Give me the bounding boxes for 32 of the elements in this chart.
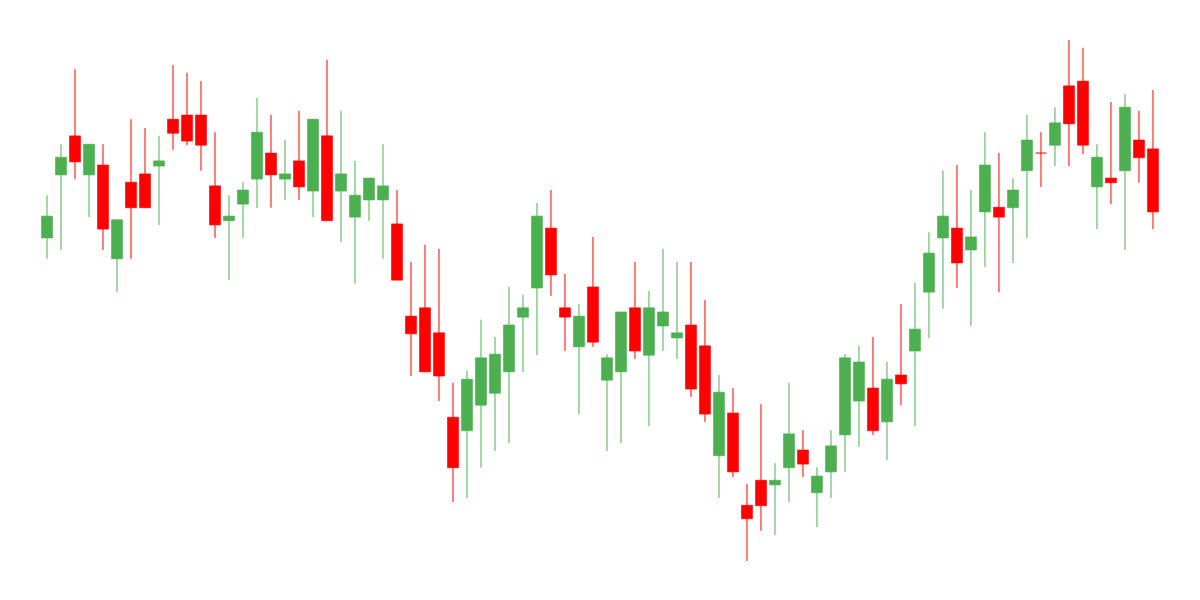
candlestick	[559, 273, 571, 352]
candlestick	[1035, 131, 1047, 188]
candlestick	[965, 189, 977, 327]
candlestick	[741, 483, 753, 562]
candlestick	[279, 139, 291, 201]
candlestick	[937, 169, 949, 310]
candlestick	[41, 194, 53, 260]
candlestick	[349, 160, 361, 285]
candlestick	[377, 143, 389, 260]
candlestick	[405, 261, 417, 377]
candlestick	[167, 64, 179, 151]
candlestick	[363, 177, 375, 222]
candlestick	[153, 135, 165, 226]
candlestick	[811, 466, 823, 528]
candlestick	[797, 429, 809, 478]
candlestick	[1049, 106, 1061, 167]
candlestick	[1133, 110, 1145, 184]
candlestick	[993, 152, 1005, 293]
candlestick	[895, 303, 907, 406]
candlestick	[237, 181, 249, 239]
candlestick	[671, 261, 683, 360]
candlestick	[769, 462, 781, 536]
candlestick	[1007, 177, 1019, 264]
candlestick	[601, 353, 613, 452]
candlestick	[909, 282, 921, 427]
candlestick	[55, 143, 67, 251]
candlestick	[265, 114, 277, 209]
candlestick	[335, 110, 347, 243]
candlestick	[657, 248, 669, 352]
candlestick	[1105, 101, 1117, 205]
candlestick	[223, 194, 235, 281]
candlestick	[517, 294, 529, 373]
